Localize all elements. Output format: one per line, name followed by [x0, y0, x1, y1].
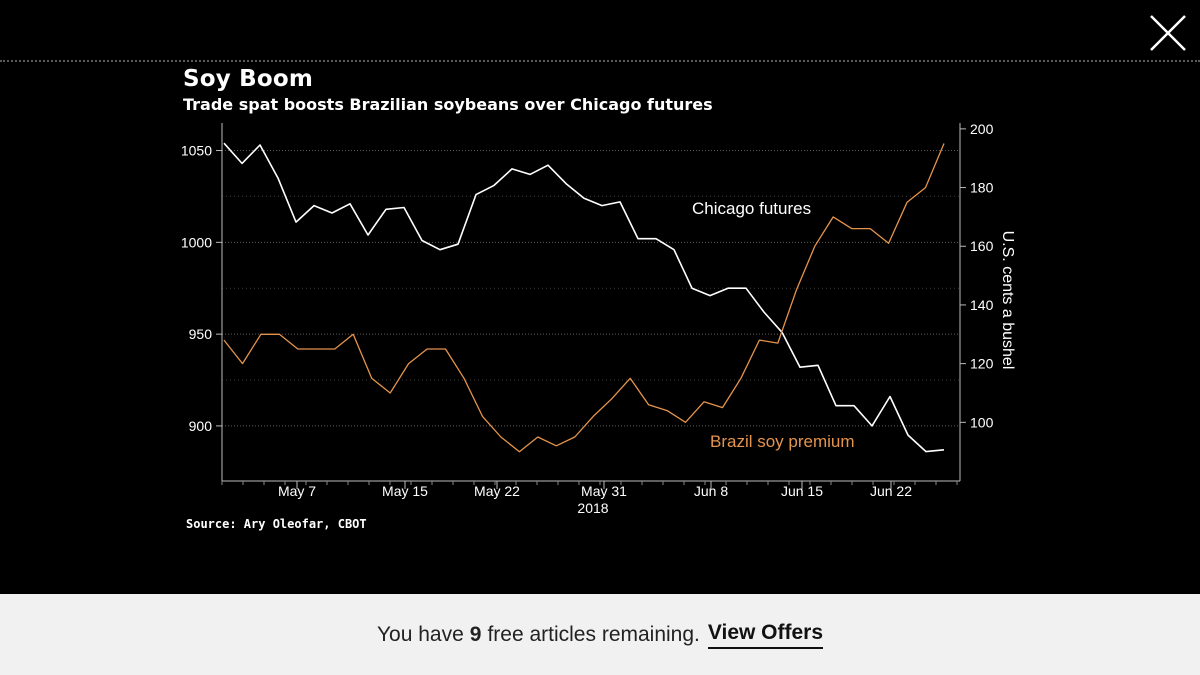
chart-source: Source: Ary Oleofar, CBOT — [186, 517, 367, 531]
right-tick-label: 140 — [970, 297, 994, 313]
x-tick-label: May 15 — [382, 483, 428, 499]
right-tick-label: 120 — [970, 356, 994, 372]
x-tick-label: May 22 — [474, 483, 520, 499]
brazil-premium-line — [223, 143, 945, 453]
articles-remaining-count: 9 — [469, 622, 482, 646]
x-tick-label: May 7 — [278, 483, 316, 499]
x-tick-label: May 31 — [581, 483, 627, 499]
right-tick-label: 160 — [970, 238, 994, 254]
right-tick-label: 200 — [970, 121, 994, 137]
paywall-prefix: You have — [376, 622, 464, 646]
chart-plot: 900 950 1000 1050 100 120 140 160 180 200 U.S. cen… — [181, 121, 1016, 516]
chart-title: Soy Boom — [183, 66, 314, 92]
x-year-label: 2018 — [577, 500, 608, 516]
x-tick-label: Jun 22 — [870, 483, 912, 499]
right-axis-label: U.S. cents a bushel — [999, 231, 1016, 370]
left-tick-label: 900 — [189, 418, 213, 434]
header-divider — [0, 60, 1200, 62]
x-tick-label: Jun 8 — [694, 483, 728, 499]
left-tick-label: 1000 — [181, 234, 212, 250]
right-tick-label: 180 — [970, 180, 994, 196]
left-tick-label: 950 — [189, 326, 213, 342]
paywall-suffix: free articles remaining. — [487, 622, 700, 646]
right-tick-label: 100 — [970, 414, 994, 430]
chicago-futures-line — [223, 142, 945, 453]
paywall-banner: You have 9 free articles remaining. View… — [0, 594, 1200, 675]
view-offers-link[interactable]: View Offers — [707, 621, 824, 649]
x-tick-label: Jun 15 — [781, 483, 823, 499]
chicago-futures-label: Chicago futures — [692, 199, 811, 218]
chart-subtitle: Trade spat boosts Brazilian soybeans ove… — [183, 95, 713, 114]
left-tick-label: 1050 — [181, 143, 212, 159]
brazil-premium-label: Brazil soy premium — [710, 432, 855, 451]
close-icon[interactable] — [1145, 10, 1191, 56]
